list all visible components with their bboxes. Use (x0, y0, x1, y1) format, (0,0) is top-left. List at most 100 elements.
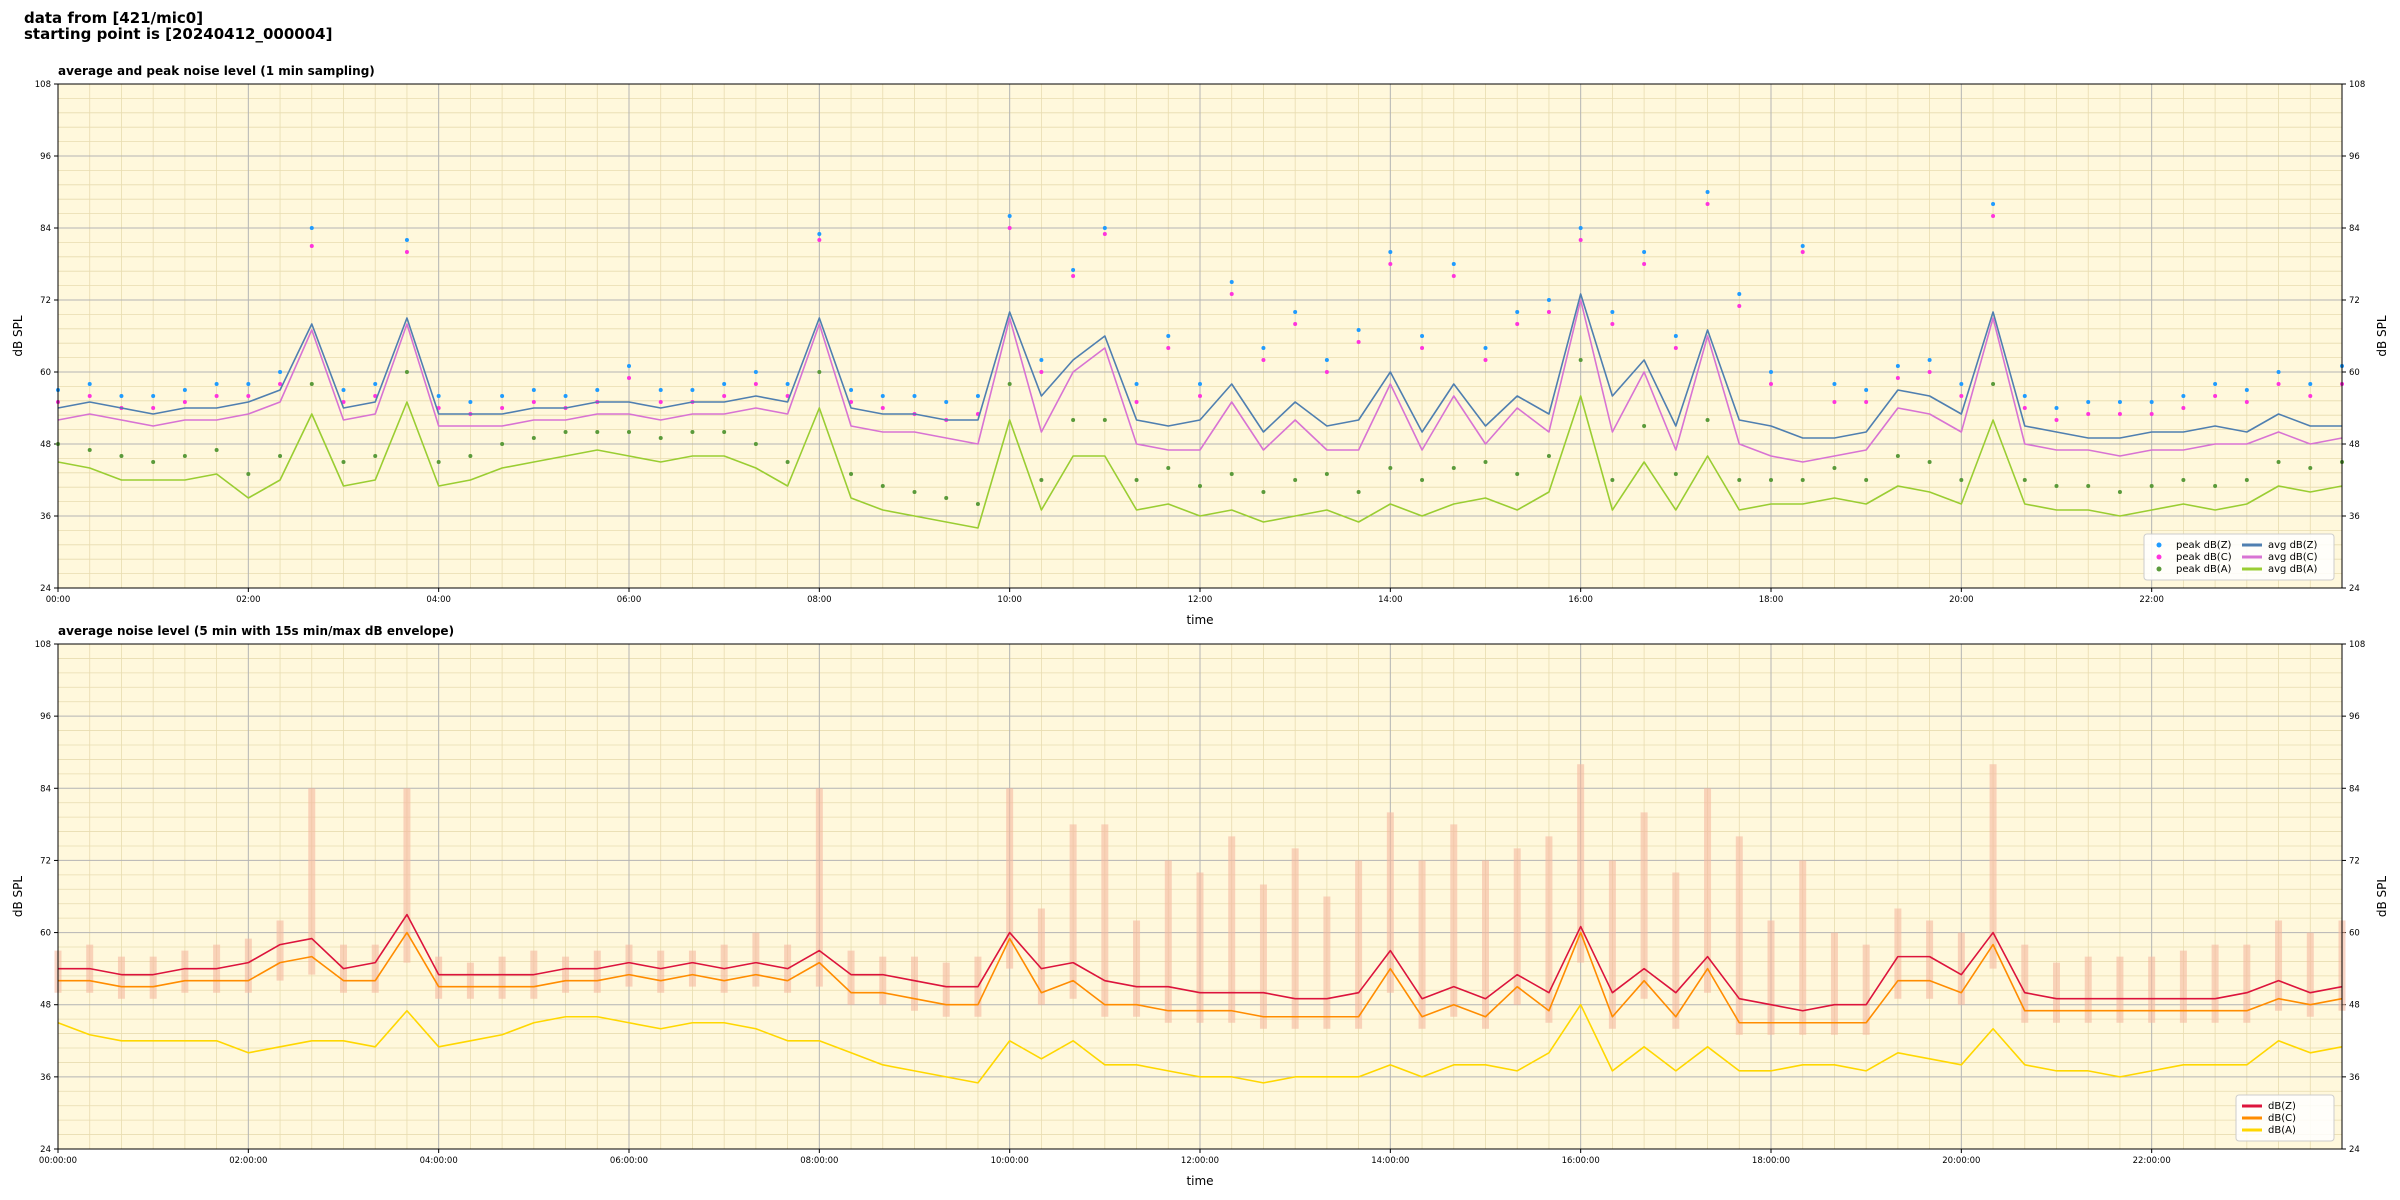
peak-marker (214, 382, 219, 386)
peak-marker (309, 244, 314, 248)
peak-marker (1420, 334, 1425, 338)
x-tick-label: 06:00 (617, 595, 642, 605)
y-tick-label: 84 (2349, 784, 2360, 794)
peak-marker (1039, 370, 1044, 374)
y-tick-label: 72 (40, 296, 51, 306)
peak-marker (1642, 250, 1647, 254)
peak-marker (1102, 232, 1107, 236)
peak-marker (1071, 274, 1076, 278)
y-tick-label: 36 (2349, 512, 2360, 522)
y-tick-label: 60 (2349, 929, 2360, 939)
peak-marker (2117, 412, 2122, 416)
peak-marker (278, 382, 283, 386)
peak-marker (1356, 490, 1361, 494)
peak-marker (531, 400, 536, 404)
x-tick-label: 08:00:00 (800, 1156, 838, 1166)
peak-marker (1800, 244, 1805, 248)
peak-marker (785, 394, 790, 398)
y-axis-label: dB SPL (2375, 315, 2389, 357)
peak-marker (1895, 454, 1900, 458)
peak-marker (1578, 358, 1583, 362)
peak-marker (468, 454, 473, 458)
plot-frame (57, 83, 2343, 589)
peak-marker (1134, 478, 1139, 482)
peak-marker (182, 388, 187, 392)
x-tick-label: 10:00 (997, 595, 1022, 605)
peak-marker (1959, 478, 1964, 482)
x-tick-label: 00:00:00 (39, 1156, 77, 1166)
peak-marker (1769, 370, 1773, 374)
peak-marker (1102, 226, 1107, 230)
y-tick-label: 108 (2349, 640, 2365, 650)
peak-marker (1356, 340, 1361, 344)
peak-marker (1610, 322, 1615, 326)
y-tick-label: 36 (40, 1073, 51, 1083)
peak-marker (658, 388, 663, 392)
peak-marker (1959, 394, 1964, 398)
peak-marker (1610, 310, 1615, 314)
peak-marker (246, 472, 251, 476)
peak-marker (880, 406, 885, 410)
y-axis-label: dB SPL (11, 315, 25, 357)
legend-marker (2156, 542, 2162, 548)
y-tick-label: 24 (2349, 584, 2360, 594)
x-tick-label: 12:00 (1188, 595, 1213, 605)
x-tick-label: 20:00 (1949, 595, 1974, 605)
x-tick-label: 08:00 (807, 595, 832, 605)
y-tick-label: 96 (40, 152, 51, 162)
peak-marker (1578, 238, 1583, 242)
peak-marker (1293, 322, 1298, 326)
peak-marker (975, 502, 980, 506)
peak-marker (1388, 262, 1393, 266)
peak-marker (246, 382, 251, 386)
peak-marker (880, 484, 885, 488)
peak-marker (1927, 460, 1932, 464)
peak-marker (912, 490, 917, 494)
y-tick-label: 108 (35, 640, 51, 650)
peak-marker (595, 388, 600, 392)
peak-marker (1546, 454, 1551, 458)
peak-marker (436, 460, 441, 464)
peak-marker (2054, 406, 2059, 410)
peak-marker (2213, 382, 2218, 386)
peak-marker (1991, 202, 1996, 206)
peak-marker (1007, 214, 1012, 218)
peak-marker (500, 406, 505, 410)
y-tick-label: 24 (40, 1145, 51, 1155)
peak-marker (151, 394, 156, 398)
x-tick-label: 20:00:00 (1942, 1156, 1980, 1166)
peak-marker (278, 370, 283, 374)
peak-marker (404, 250, 409, 254)
peak-marker (944, 496, 949, 500)
peak-marker (563, 430, 568, 434)
y-tick-label: 48 (2349, 1001, 2360, 1011)
y-tick-label: 24 (40, 584, 51, 594)
peak-marker (1324, 472, 1329, 476)
y-tick-label: 60 (40, 368, 51, 378)
peak-marker (531, 388, 536, 392)
peak-marker (658, 400, 663, 404)
peak-marker (1959, 382, 1964, 386)
peak-marker (627, 364, 631, 368)
peak-marker (341, 388, 346, 392)
x-tick-label: 00:00 (46, 595, 71, 605)
peak-marker (627, 430, 631, 434)
peak-marker (1166, 346, 1171, 350)
legend: dB(Z)dB(C)dB(A) (2235, 1094, 2335, 1142)
x-tick-label: 02:00 (236, 595, 261, 605)
x-tick-label: 14:00:00 (1371, 1156, 1409, 1166)
peak-marker (119, 394, 124, 398)
peak-marker (2244, 478, 2249, 482)
legend-label: avg dB(A) (2268, 564, 2318, 575)
legend: peak dB(Z)peak dB(C)peak dB(A)avg dB(Z)a… (2143, 533, 2335, 581)
y-axis-label: dB SPL (11, 876, 25, 918)
x-tick-label: 16:00:00 (1562, 1156, 1600, 1166)
peak-marker (817, 232, 822, 236)
peak-marker (1800, 478, 1805, 482)
peak-marker (627, 376, 631, 380)
peak-marker (2086, 400, 2091, 404)
peak-marker (1229, 472, 1234, 476)
x-tick-label: 10:00:00 (991, 1156, 1029, 1166)
peak-marker (785, 460, 790, 464)
